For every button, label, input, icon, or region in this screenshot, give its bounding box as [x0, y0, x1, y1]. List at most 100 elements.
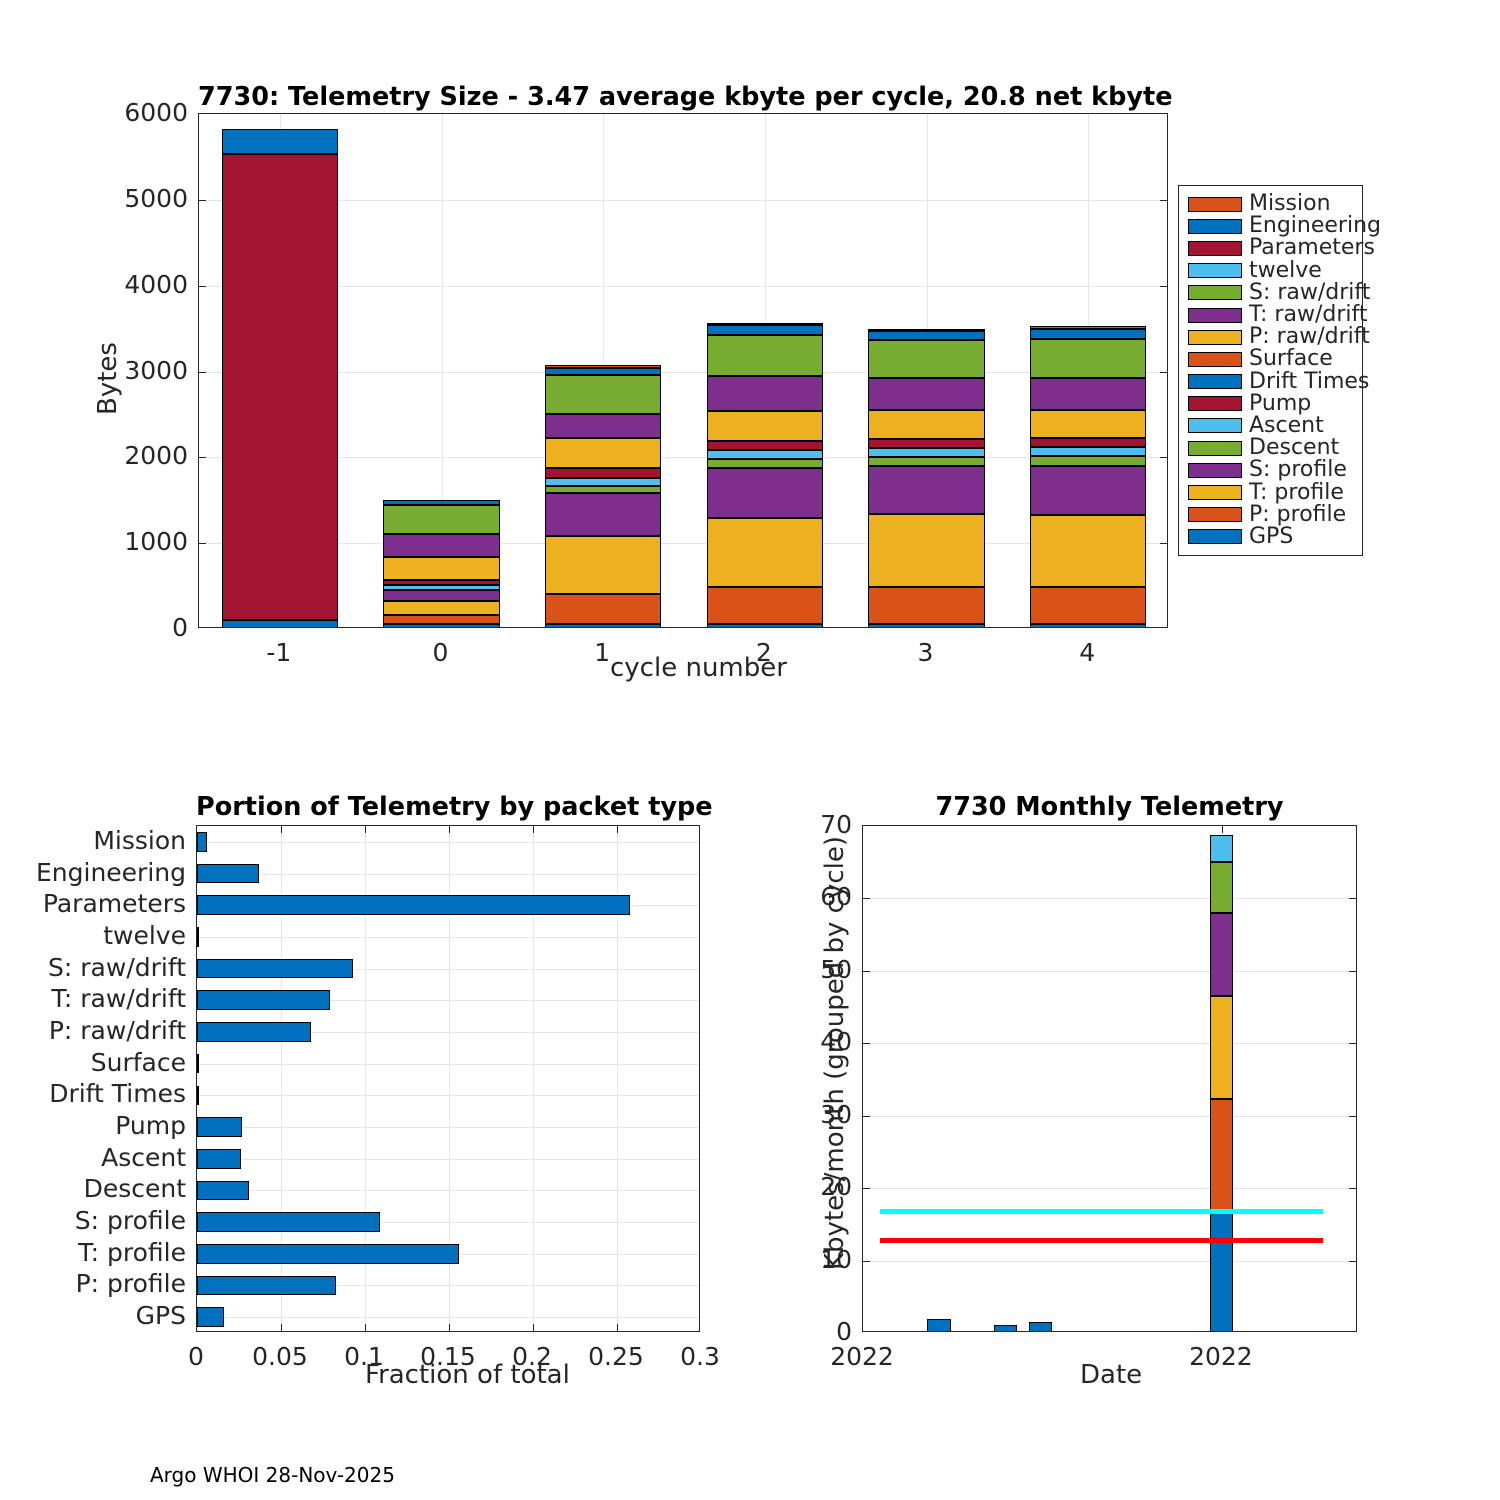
bar-segment [544, 438, 662, 469]
legend-swatch [1188, 374, 1242, 390]
y-axis-tick [863, 1188, 870, 1190]
legend-entry: Pump [1188, 390, 1354, 416]
gridline-horizontal [197, 936, 699, 938]
x-axis-tick [281, 1324, 282, 1331]
x-axis-tick-label: 0.25 [588, 1342, 644, 1371]
y-axis-tick-label: 50 [820, 954, 852, 984]
bar-segment [706, 441, 824, 451]
gridline-horizontal [199, 371, 1167, 373]
bar-segment [383, 584, 500, 590]
stacked-bar [221, 114, 339, 627]
y-axis-tick [863, 1043, 870, 1045]
horizontal-bar [197, 1212, 381, 1232]
bar-segment [868, 456, 985, 467]
horizontal-bar [197, 1117, 243, 1137]
bar-segment [706, 450, 824, 460]
legend-entry-label: Pump [1249, 390, 1312, 416]
stacked-bar [544, 114, 662, 627]
bar-segment [706, 334, 824, 376]
gridline-horizontal [863, 970, 1356, 972]
bar-segment [868, 377, 985, 411]
gridline-horizontal [863, 1260, 1356, 1262]
bar-segment [1209, 996, 1233, 1100]
legend-swatch [1188, 462, 1242, 478]
bar-segment [383, 601, 500, 616]
y-axis-tick-label: 40 [820, 1027, 852, 1057]
monthly-stacked-bar [927, 826, 951, 1331]
bar-segment [1029, 339, 1147, 378]
y-axis-tick-label: 6000 [124, 98, 188, 127]
gridline-horizontal [197, 1031, 699, 1033]
bar-segment [706, 459, 824, 469]
legend-swatch [1188, 240, 1242, 256]
x-axis-tick-label: 4 [1079, 638, 1096, 667]
bar-segment [544, 485, 662, 493]
monthly-telemetry-x-axis-label: Date [1080, 1360, 1143, 1390]
y-axis-tick-label: Surface [90, 1047, 186, 1077]
horizontal-bar [197, 1243, 460, 1264]
legend-entry: T: raw/drift [1188, 304, 1367, 326]
y-axis-tick [199, 371, 206, 373]
bar-segment [1029, 410, 1147, 438]
legend-entry: P: profile [1188, 503, 1354, 526]
y-axis-tick [1349, 898, 1356, 900]
monthly-telemetry-plot-area [862, 825, 1357, 1332]
legend-swatch [1188, 396, 1242, 412]
telemetry-legend: Mission Engineering Parameters twelve S: raw… [1178, 185, 1381, 556]
bar-segment [383, 504, 500, 535]
legend-entry-label: Ascent [1249, 412, 1324, 438]
legend-entry: P: raw/drift [1188, 326, 1370, 348]
legend-entry: Mission [1188, 193, 1354, 215]
gridline-horizontal [197, 968, 699, 970]
legend-entry: Descent [1188, 437, 1354, 459]
x-axis-tick-label: -1 [266, 638, 292, 667]
gridline-horizontal [197, 1000, 699, 1002]
y-axis-tick-label: 70 [820, 810, 852, 839]
bar-segment [868, 448, 985, 457]
legend-entry: T: profile [1188, 481, 1354, 503]
y-axis-tick-label: GPS [135, 1301, 186, 1331]
y-axis-tick [199, 457, 206, 459]
x-axis-tick-label: 2022 [1189, 1342, 1253, 1371]
y-axis-tick [1349, 1043, 1356, 1045]
bar-segment [383, 623, 500, 627]
gridline-horizontal [199, 285, 1167, 287]
horizontal-bar [197, 863, 260, 884]
legend-entry-label: GPS [1249, 523, 1294, 549]
bar-segment [868, 328, 985, 331]
bar-segment [1209, 1099, 1233, 1213]
bar-segment [706, 375, 824, 411]
gridline-horizontal [197, 1222, 699, 1224]
bar-segment [544, 477, 662, 486]
y-axis-tick-label: 5000 [124, 183, 188, 213]
bar-segment [868, 438, 985, 449]
gridline-horizontal [199, 199, 1167, 201]
horizontal-bar [197, 832, 208, 852]
legend-entry: Ascent [1188, 412, 1354, 438]
legend-swatch [1188, 307, 1242, 323]
x-axis-tick [1221, 826, 1223, 833]
y-axis-tick-label: Ascent [101, 1142, 186, 1172]
x-axis-tick [449, 826, 450, 833]
bar-segment [868, 514, 985, 587]
bar-segment [544, 375, 662, 415]
x-axis-tick-label: 0.1 [344, 1342, 384, 1371]
legend-entry: Drift Times [1188, 370, 1369, 393]
horizontal-bar [197, 1307, 224, 1327]
horizontal-bar [197, 1275, 337, 1296]
bar-segment [383, 589, 500, 602]
bar-segment [1209, 912, 1233, 997]
bar-segment [383, 557, 500, 581]
horizontal-bar [197, 1085, 199, 1106]
y-axis-tick-label: P: raw/drift [48, 1015, 186, 1045]
y-axis-tick-label: S: profile [74, 1206, 186, 1236]
x-axis-tick [449, 1324, 450, 1331]
y-axis-tick-label: 3000 [124, 355, 188, 385]
y-axis-tick [1160, 457, 1167, 459]
bar-segment [1029, 465, 1147, 515]
x-axis-tick-label: 2 [755, 638, 772, 667]
gridline-vertical [617, 826, 618, 1331]
y-axis-tick-label: Drift Times [49, 1079, 186, 1109]
bar-segment [221, 619, 339, 627]
bar-segment [383, 580, 500, 585]
